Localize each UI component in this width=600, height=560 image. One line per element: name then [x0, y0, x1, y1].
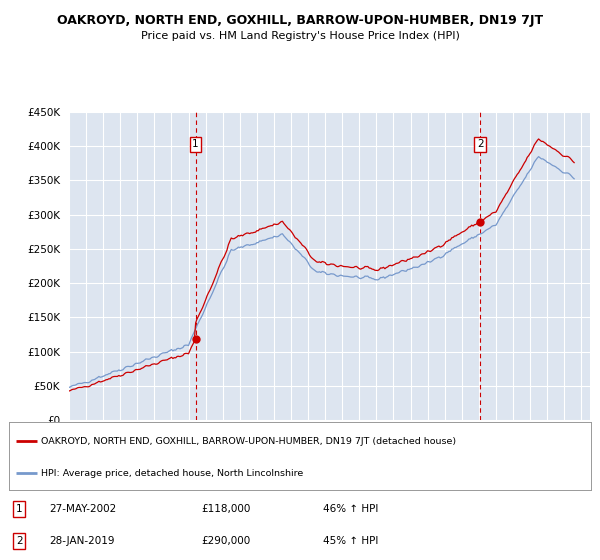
Text: 27-MAY-2002: 27-MAY-2002 — [50, 504, 117, 514]
Text: 2: 2 — [16, 536, 23, 546]
Text: OAKROYD, NORTH END, GOXHILL, BARROW-UPON-HUMBER, DN19 7JT (detached house): OAKROYD, NORTH END, GOXHILL, BARROW-UPON… — [41, 437, 456, 446]
Text: 2: 2 — [477, 139, 484, 150]
Text: 1: 1 — [192, 139, 199, 150]
Text: £118,000: £118,000 — [201, 504, 250, 514]
Text: 28-JAN-2019: 28-JAN-2019 — [50, 536, 115, 546]
Text: 45% ↑ HPI: 45% ↑ HPI — [323, 536, 379, 546]
Text: HPI: Average price, detached house, North Lincolnshire: HPI: Average price, detached house, Nort… — [41, 469, 303, 478]
Text: OAKROYD, NORTH END, GOXHILL, BARROW-UPON-HUMBER, DN19 7JT: OAKROYD, NORTH END, GOXHILL, BARROW-UPON… — [57, 14, 543, 27]
Text: 1: 1 — [16, 504, 23, 514]
Text: Price paid vs. HM Land Registry's House Price Index (HPI): Price paid vs. HM Land Registry's House … — [140, 31, 460, 41]
Text: 46% ↑ HPI: 46% ↑ HPI — [323, 504, 379, 514]
Text: £290,000: £290,000 — [201, 536, 250, 546]
